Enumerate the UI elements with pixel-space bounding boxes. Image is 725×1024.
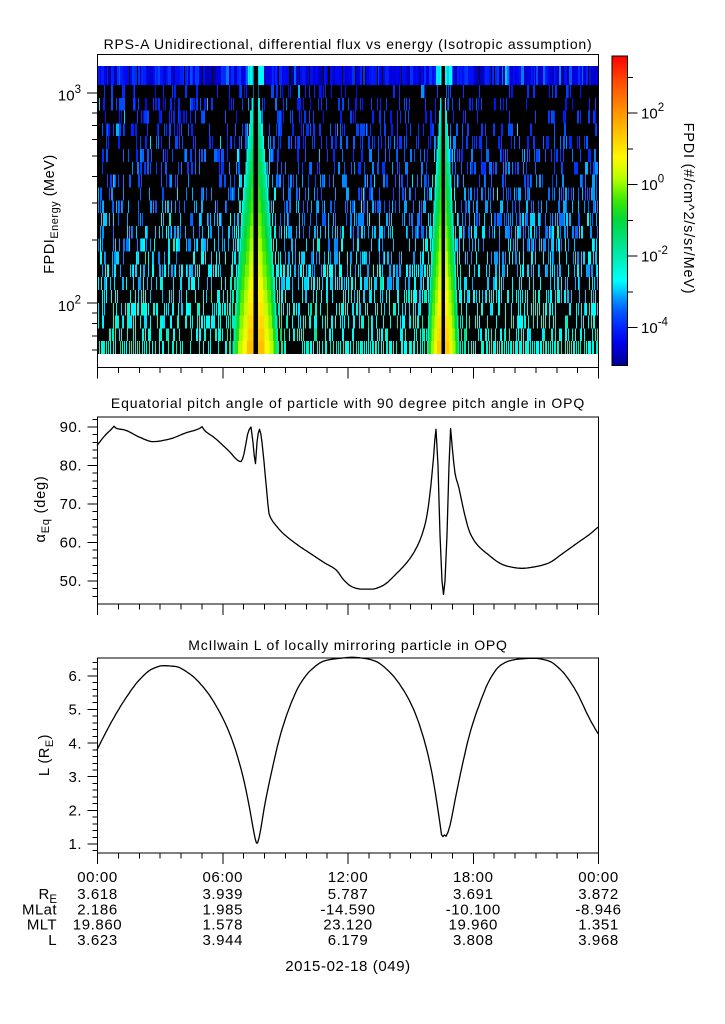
svg-text:19.860: 19.860 (73, 917, 122, 934)
svg-text:06:00: 06:00 (202, 869, 243, 886)
svg-text:2.: 2. (68, 803, 82, 820)
svg-text:4.: 4. (68, 735, 82, 752)
svg-text:23.120: 23.120 (323, 917, 372, 934)
svg-text:1.: 1. (68, 836, 82, 853)
svg-text:19.960: 19.960 (449, 917, 498, 934)
svg-text:00:00: 00:00 (578, 869, 619, 886)
svg-text:3.: 3. (68, 769, 82, 786)
svg-text:6.179: 6.179 (328, 932, 369, 949)
svg-text:3.691: 3.691 (453, 886, 494, 903)
svg-text:3.939: 3.939 (202, 886, 243, 903)
svg-text:RPS-A Unidirectional, differen: RPS-A Unidirectional, differential flux … (104, 36, 593, 52)
svg-text:1.985: 1.985 (202, 902, 243, 919)
svg-text:L: L (48, 932, 57, 949)
svg-text:2.186: 2.186 (77, 902, 118, 919)
svg-text:1.578: 1.578 (202, 917, 243, 934)
svg-text:80.: 80. (60, 458, 82, 475)
svg-text:FPDI (#/cm^2/s/sr/MeV): FPDI (#/cm^2/s/sr/MeV) (680, 123, 696, 295)
svg-text:-14.590: -14.590 (320, 902, 375, 919)
svg-text:Equatorial pitch angle of part: Equatorial pitch angle of particle with … (111, 395, 585, 411)
svg-text:MLT: MLT (27, 917, 57, 934)
svg-text:6.: 6. (68, 668, 82, 685)
svg-text:-8.946: -8.946 (575, 902, 621, 919)
svg-text:70.: 70. (60, 496, 82, 513)
svg-text:5.: 5. (68, 702, 82, 719)
svg-text:60.: 60. (60, 535, 82, 552)
svg-text:5.787: 5.787 (328, 886, 369, 903)
svg-text:2015-02-18 (049): 2015-02-18 (049) (285, 958, 411, 975)
svg-text:3.618: 3.618 (77, 886, 118, 903)
svg-text:18:00: 18:00 (453, 869, 494, 886)
svg-text:3.944: 3.944 (202, 932, 243, 949)
svg-text:90.: 90. (60, 419, 82, 436)
svg-text:3.872: 3.872 (578, 886, 619, 903)
svg-text:50.: 50. (60, 573, 82, 590)
svg-text:3.808: 3.808 (453, 932, 494, 949)
svg-text:-10.100: -10.100 (446, 902, 501, 919)
svg-text:MLat: MLat (22, 902, 57, 919)
svg-text:00:00: 00:00 (77, 869, 118, 886)
svg-text:3.968: 3.968 (578, 932, 619, 949)
svg-text:McIlwain L of locally mirrorin: McIlwain L of locally mirroring particle… (188, 637, 508, 653)
svg-text:3.623: 3.623 (77, 932, 118, 949)
svg-text:1.351: 1.351 (578, 917, 619, 934)
svg-text:12:00: 12:00 (328, 869, 369, 886)
svg-text:FPDIEnergy (MeV): FPDIEnergy (MeV) (42, 154, 61, 273)
